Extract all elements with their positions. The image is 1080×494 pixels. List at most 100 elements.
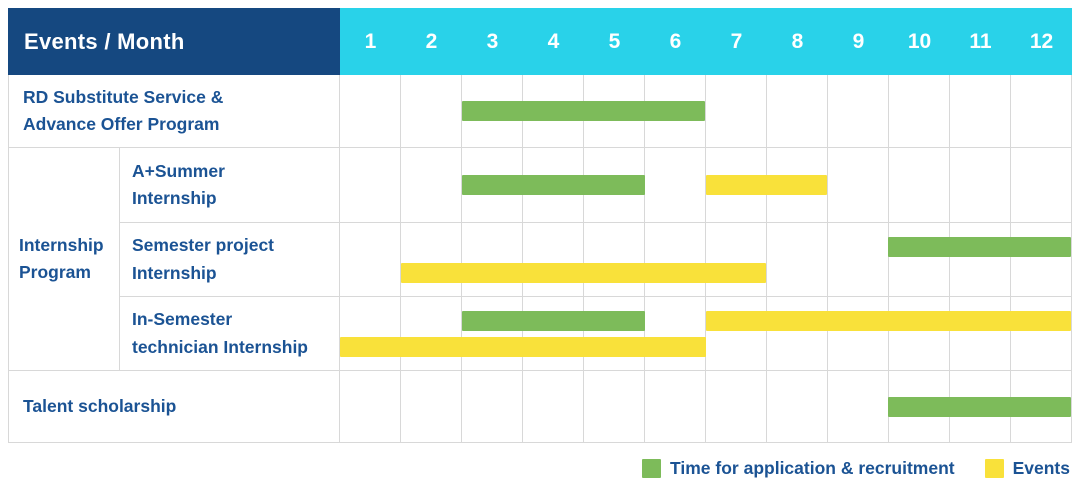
timeline-cell (340, 371, 1071, 442)
month-grid-column (340, 223, 400, 296)
month-grid-column (949, 297, 1010, 370)
month-label: 8 (791, 29, 804, 53)
month-grid-column (705, 297, 766, 370)
application-recruitment-bar (888, 236, 1071, 257)
month-grid-column (827, 371, 888, 442)
events-swatch (984, 459, 1004, 478)
month-grid-column (340, 371, 400, 442)
month-grid-column (766, 371, 827, 442)
row-label: Semester project Internship (120, 223, 340, 296)
month-label: 2 (425, 29, 438, 53)
month-grid-column (888, 223, 949, 296)
month-grid-column (522, 371, 583, 442)
month-gridlines (340, 75, 1071, 147)
table-row: Semester project Internship (120, 222, 1071, 296)
month-grid-column (461, 371, 522, 442)
month-label: 5 (608, 29, 621, 53)
month-grid-column (461, 148, 522, 222)
month-header: 1 2 3 4 5 6 7 8 9 10 11 12 (340, 8, 1072, 75)
month-grid-column (766, 223, 827, 296)
legend: Time for application & recruitment Events (642, 458, 1070, 479)
events-bar (705, 175, 828, 195)
month-grid-column (949, 148, 1010, 222)
table-header: Events / Month 1 2 3 4 5 6 7 8 9 10 11 12 (8, 8, 1072, 75)
table-row: In-Semester technician Internship (120, 296, 1071, 370)
month-grid-column (888, 75, 949, 147)
month-grid-column (827, 148, 888, 222)
table-row: Talent scholarship (9, 370, 1071, 442)
table-body: RD Substitute Service & Advance Offer Pr… (8, 75, 1072, 443)
month-grid-column (340, 148, 400, 222)
month-grid-column (522, 223, 583, 296)
group-subrows: A+Summer Internship Semester project Inte… (120, 148, 1071, 370)
month-grid-column (888, 148, 949, 222)
month-label: 4 (547, 29, 560, 53)
month-grid-column (522, 297, 583, 370)
month-label: 9 (852, 29, 865, 53)
month-label: 11 (969, 29, 992, 53)
month-label: 6 (669, 29, 682, 53)
month-grid-column (583, 223, 644, 296)
legend-label: Events (1012, 458, 1070, 478)
month-gridlines (340, 223, 1071, 296)
month-grid-column (644, 371, 705, 442)
month-label: 10 (907, 29, 932, 53)
month-label: 7 (730, 29, 743, 53)
month-grid-column (766, 297, 827, 370)
month-grid-column (827, 75, 888, 147)
month-grid-column (644, 223, 705, 296)
month-label: 3 (486, 29, 499, 53)
month-grid-column (583, 371, 644, 442)
month-grid-column (1010, 223, 1071, 296)
events-bar (705, 310, 1071, 331)
row-label: RD Substitute Service & Advance Offer Pr… (9, 75, 340, 147)
month-grid-column (705, 75, 766, 147)
month-grid-column (461, 75, 522, 147)
month-grid-column (644, 297, 705, 370)
month-grid-column (1010, 297, 1071, 370)
month-grid-column (400, 75, 461, 147)
legend-item: Time for application & recruitment (642, 458, 955, 479)
month-grid-column (827, 223, 888, 296)
month-label: 1 (364, 29, 377, 53)
row-group-internship: Internship Program A+Summer Internship Sem… (9, 147, 1071, 370)
month-grid-column (583, 297, 644, 370)
month-grid-column (888, 297, 949, 370)
row-label: Talent scholarship (9, 371, 340, 442)
application-recruitment-bar (888, 396, 1071, 417)
legend-item: Events (984, 458, 1070, 479)
header-title: Events / Month (8, 8, 340, 75)
table-row: A+Summer Internship (120, 148, 1071, 222)
month-grid-column (827, 297, 888, 370)
timeline-cell (340, 75, 1071, 147)
application-recruitment-bar (461, 101, 706, 121)
table-row: RD Substitute Service & Advance Offer Pr… (9, 75, 1071, 147)
month-grid-column (400, 297, 461, 370)
month-grid-column (1010, 75, 1071, 147)
month-grid-column (949, 223, 1010, 296)
month-grid-column (461, 297, 522, 370)
month-grid-column (766, 75, 827, 147)
month-grid-column (705, 223, 766, 296)
month-grid-column (340, 75, 400, 147)
events-table: Events / Month 1 2 3 4 5 6 7 8 9 10 11 12 RD Substi… (8, 8, 1072, 443)
group-label: Internship Program (9, 148, 120, 370)
row-label: In-Semester technician Internship (120, 297, 340, 370)
month-grid-column (644, 148, 705, 222)
month-grid-column (1010, 148, 1071, 222)
legend-label: Time for application & recruitment (670, 458, 955, 478)
timeline-cell (340, 223, 1071, 296)
month-grid-column (461, 223, 522, 296)
month-grid-column (949, 75, 1010, 147)
month-grid-column (340, 297, 400, 370)
application-recruitment-bar (461, 175, 645, 195)
application-recruitment-swatch (642, 459, 662, 478)
month-grid-column (400, 223, 461, 296)
events-bar (340, 336, 706, 357)
application-recruitment-bar (461, 310, 645, 331)
month-grid-column (705, 371, 766, 442)
month-label: 12 (1029, 29, 1054, 53)
timeline-cell (340, 148, 1071, 222)
timeline-cell (340, 297, 1071, 370)
